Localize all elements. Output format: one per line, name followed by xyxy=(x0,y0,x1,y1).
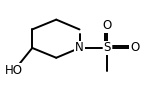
Text: HO: HO xyxy=(5,64,23,77)
Text: O: O xyxy=(103,19,112,32)
Text: O: O xyxy=(130,41,140,54)
Text: S: S xyxy=(103,41,111,54)
Text: N: N xyxy=(75,41,84,54)
